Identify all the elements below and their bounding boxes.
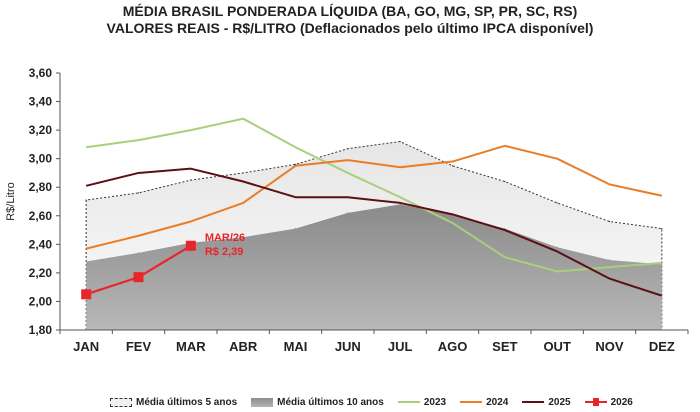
x-tick-label: JAN <box>73 339 99 354</box>
y-tick-label: 1,80 <box>29 323 53 337</box>
legend-label-10-anos: Média últimos 10 anos <box>277 396 384 408</box>
point-10-anos <box>85 260 87 263</box>
point-10-anos <box>608 259 611 261</box>
point-5-anos <box>85 199 87 201</box>
legend-swatch-2023 <box>397 401 420 403</box>
y-tick-label: 3,00 <box>29 152 53 166</box>
legend-label-2026: 2026 <box>610 396 633 408</box>
legend-swatch-2026 <box>584 398 607 406</box>
marker-2026 <box>81 289 92 300</box>
marker-2026 <box>185 240 196 251</box>
point-5-anos <box>451 165 454 167</box>
x-tick-label: ABR <box>229 339 258 354</box>
point-5-anos <box>608 220 611 223</box>
legend-label-2025: 2025 <box>548 396 571 408</box>
point-10-anos <box>399 203 401 205</box>
line-5-anos <box>85 141 663 330</box>
point-5-anos <box>190 179 192 181</box>
legend-swatch-2024 <box>460 401 483 403</box>
annotation-label: MAR/26 <box>205 232 245 244</box>
x-tick-label: OUT <box>543 339 571 354</box>
legend-item-2025: 2025 <box>522 396 571 408</box>
legend-item-2023: 2023 <box>397 396 447 408</box>
y-tick-label: 2,20 <box>29 266 53 280</box>
point-5-anos <box>242 172 244 174</box>
legend-swatch-5-anos <box>110 397 132 407</box>
x-tick-label: FEV <box>126 339 152 354</box>
point-5-anos <box>347 148 349 150</box>
series-line-2024 <box>85 144 663 250</box>
x-tick-label: NOV <box>595 339 624 354</box>
point-10-anos <box>242 236 244 238</box>
point-5-anos <box>294 163 297 165</box>
x-tick-label: AGO <box>438 339 468 354</box>
point-5-anos <box>399 140 401 143</box>
chart-title: MÉDIA BRASIL PONDERADA LÍQUIDA (BA, GO, … <box>122 3 578 19</box>
annotation-value: R$ 2,39 <box>205 246 244 258</box>
point-5-anos <box>137 192 140 194</box>
legend-item-5-anos: Média últimos 5 anos <box>110 397 237 408</box>
series-line-2025 <box>85 167 663 297</box>
point-5-anos <box>556 202 558 204</box>
point-10-anos <box>661 263 663 265</box>
chart-legend: Média últimos 5 anos Média últimos 10 an… <box>110 394 647 410</box>
point-5-anos <box>661 228 663 230</box>
point-5-anos <box>504 180 506 183</box>
legend-swatch-10-anos <box>251 397 274 407</box>
marker-2026 <box>133 272 144 283</box>
y-tick-label: 3,60 <box>29 66 53 80</box>
point-10-anos <box>556 246 558 248</box>
legend-label-2024: 2024 <box>486 396 509 408</box>
legend-label-2023: 2023 <box>423 396 447 408</box>
point-10-anos <box>137 252 140 254</box>
x-tick-label: MAR <box>176 339 206 354</box>
y-axis-label: R$/Litro <box>5 182 17 221</box>
x-tick-label: DEZ <box>649 339 675 354</box>
chart-subtitle: VALORES REAIS - R$/LITRO (Deflacionados … <box>106 20 594 36</box>
point-10-anos <box>294 228 297 230</box>
y-tick-label: 3,40 <box>29 95 53 109</box>
legend-swatch-2025 <box>522 401 545 403</box>
legend-item-10-anos: Média últimos 10 anos <box>251 397 384 408</box>
point-10-anos <box>347 212 349 214</box>
legend-label-5-anos: Média últimos 5 anos <box>136 396 238 408</box>
y-tick-label: 3,20 <box>29 123 53 137</box>
x-tick-label: MAI <box>284 339 308 354</box>
y-tick-label: 2,60 <box>29 209 53 223</box>
y-tick-label: 2,00 <box>29 294 53 308</box>
x-tick-label: JUN <box>335 339 361 354</box>
x-tick-label: SET <box>492 339 517 354</box>
legend-item-2026: 2026 <box>584 396 633 408</box>
legend-item-2024: 2024 <box>460 397 508 408</box>
line-chart: 1,80 2,00 2,20 2,40 2,60 2,80 3,00 3,20 3,40 3,60… <box>5 66 689 354</box>
y-tick-label: 2,40 <box>29 237 53 251</box>
series-line-2023 <box>86 117 662 273</box>
y-tick-label: 2,80 <box>29 180 53 194</box>
x-tick-label: JUL <box>388 339 413 354</box>
